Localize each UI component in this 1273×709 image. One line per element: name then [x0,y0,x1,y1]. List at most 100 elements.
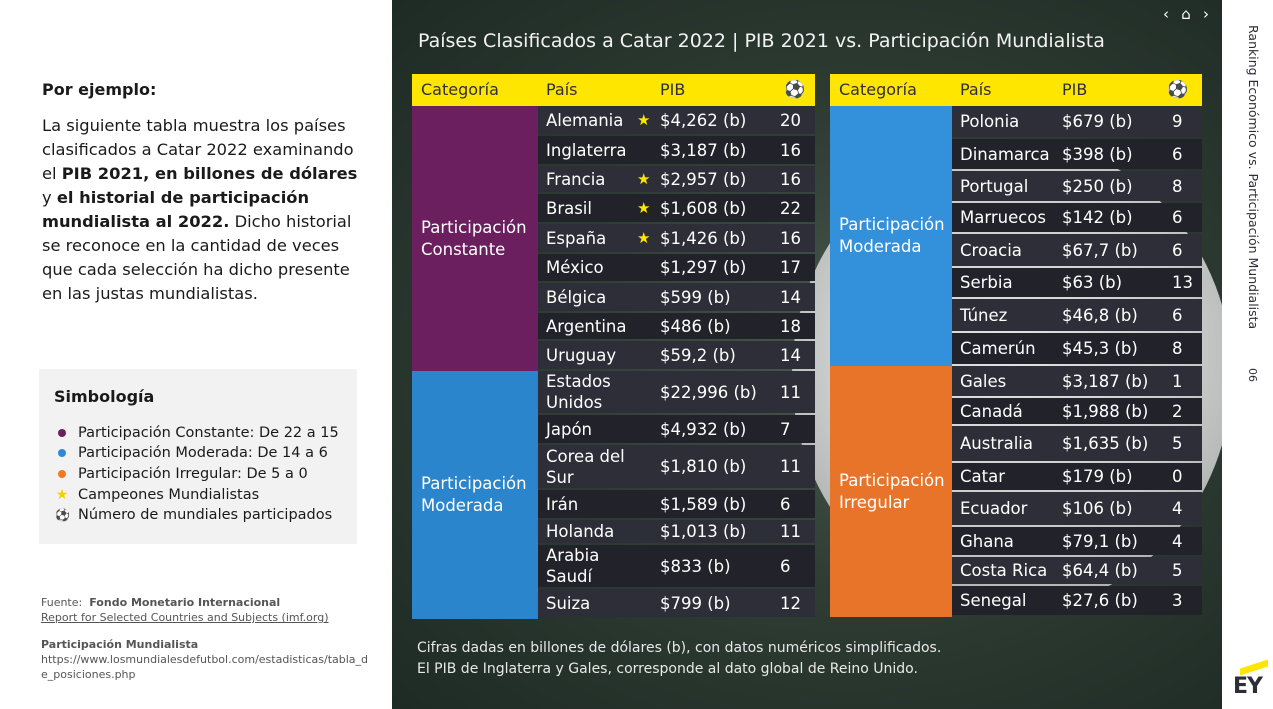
vertical-title: Ranking Económico vs. Participación Mund… [1246,25,1261,330]
source-url[interactable]: https://www.losmundialesdefutbol.com/est… [41,653,369,681]
legend-box: Simbología Participación Constante: De 2… [39,369,357,544]
country-cell: Francia [546,169,606,189]
soccer-ball-icon: ⚽ [55,508,70,522]
legend-label: Participación Constante: De 22 a 15 [78,425,339,441]
gdp-cell: $3,187 (b) [1062,371,1149,391]
source-imf: Fuente: Fondo Monetario Internacional Re… [41,595,371,625]
country-cell: Japón [546,419,593,439]
country-cell: Túnez [960,305,1008,325]
table-row: Holanda $1,013 (b) 11 [538,520,815,543]
gdp-cell: $1,426 (b) [660,228,747,248]
country-cell: Gales [960,371,1007,391]
info-panel: Por ejemplo: La siguiente tabla muestra … [0,0,392,709]
table-row: Ghana $79,1 (b) 4 [952,527,1202,555]
country-cell: Alemania [546,110,624,130]
legend-title: Simbología [54,387,155,406]
worldcups-cell: 1 [1172,371,1183,391]
side-strip [1222,0,1273,709]
table-row: Serbia $63 (b) 13 [952,268,1202,297]
description-part: y [42,188,57,207]
gdp-cell: $67,7 (b) [1062,240,1138,260]
gdp-cell: $27,6 (b) [1062,591,1138,610]
category-block: Participación Constante [412,106,538,371]
legend-item-constante: Participación Constante: De 22 a 15 [55,423,339,443]
worldcups-cell: 11 [780,457,801,476]
country-cell: Marruecos [960,208,1046,227]
country-cell: Suiza [546,593,591,613]
gdp-cell: $46,8 (b) [1062,305,1138,325]
gdp-cell: $179 (b) [1062,467,1133,486]
worldcups-cell: 6 [1172,208,1183,227]
legend-item-campeones: ★ Campeones Mundialistas [55,485,259,505]
gdp-cell: $1,635 (b) [1062,434,1149,453]
gdp-cell: $1,297 (b) [660,258,747,277]
table-row: Ecuador $106 (b) 4 [952,492,1202,525]
header-gdp: PIB [660,80,686,99]
worldcups-cell: 4 [1172,531,1183,551]
table-row: Polonia $679 (b) 9 [952,106,1202,137]
star-icon: ★ [637,111,651,129]
gdp-cell: $679 (b) [1062,112,1133,131]
legend-label: Número de mundiales participados [78,507,333,523]
worldcups-cell: 22 [780,198,801,218]
table-row: Senegal $27,6 (b) 3 [952,586,1202,615]
category-block: Participación Moderada [412,371,538,619]
chevron-left-icon[interactable]: ‹ [1163,5,1169,23]
table-row: Túnez $46,8 (b) 6 [952,299,1202,331]
gdp-cell: $45,3 (b) [1062,339,1138,358]
worldcups-cell: 6 [1172,305,1183,325]
country-cell: Arabia Saudí [546,546,600,586]
gdp-cell: $1,013 (b) [660,522,747,541]
country-cell: Croacia [960,240,1022,260]
source-link[interactable]: Report for Selected Countries and Subjec… [41,611,329,624]
worldcups-cell: 5 [1172,434,1183,453]
home-icon[interactable]: ⌂ [1181,5,1191,23]
worldcups-cell: 6 [780,494,791,514]
worldcups-cell: 14 [780,287,801,307]
legend-item-mundiales: ⚽ Número de mundiales participados [55,505,332,525]
country-cell: Argentina [546,316,627,336]
table-row: Canadá $1,988 (b) 2 [952,398,1202,424]
gdp-cell: $64,4 (b) [1062,561,1138,580]
table-row: Inglaterra $3,187 (b) 16 [538,136,815,164]
country-cell: Inglaterra [546,140,627,160]
example-heading: Por ejemplo: [42,80,157,99]
description-part: Dicho historial se reconoce en la cantid… [42,212,352,303]
legend-item-moderada: Participación Moderada: De 14 a 6 [55,443,328,463]
table-row: Arabia Saudí $833 (b) 6 [538,545,815,587]
country-cell: Australia [960,434,1033,453]
purple-dot-icon [58,429,66,437]
source-mundiales: Participación Mundialista https://www.lo… [41,637,371,682]
source-part-title: Participación Mundialista [41,638,199,651]
table-row: Estados Unidos $22,996 (b) 11 [538,371,815,413]
header-category: Categoría [421,80,499,99]
country-cell: Ghana [960,531,1014,551]
country-cell: Catar [960,467,1005,486]
worldcups-cell: 12 [780,593,801,613]
worldcups-cell: 8 [1172,339,1183,358]
table-row: Costa Rica $64,4 (b) 5 [952,557,1202,584]
country-cell: Corea del Sur [546,446,625,487]
worldcups-cell: 13 [1172,273,1193,292]
country-cell: Portugal [960,176,1029,196]
gdp-cell: $799 (b) [660,593,731,613]
gdp-cell: $1,988 (b) [1062,401,1149,421]
worldcups-cell: 11 [780,382,801,402]
chevron-right-icon[interactable]: › [1203,5,1209,23]
star-icon: ★ [637,170,651,188]
worldcups-cell: 6 [780,556,791,576]
table-row: Portugal $250 (b) 8 [952,171,1202,201]
gdp-cell: $59,2 (b) [660,345,736,365]
gdp-cell: $1,810 (b) [660,457,747,476]
country-cell: Bélgica [546,287,607,307]
slide-title: Países Clasificados a Catar 2022 | PIB 2… [418,30,1105,52]
legend-label: Participación Irregular: De 5 a 0 [78,466,308,482]
country-cell: Holanda [546,522,615,541]
table-row: Alemania ★ $4,262 (b) 20 [538,106,815,134]
country-cell: Brasil [546,198,592,218]
star-icon: ★ [55,487,69,503]
country-cell: Uruguay [546,345,617,365]
table-row: Marruecos $142 (b) 6 [952,203,1202,232]
worldcups-cell: 11 [780,522,801,541]
worldcups-cell: 18 [780,316,801,336]
